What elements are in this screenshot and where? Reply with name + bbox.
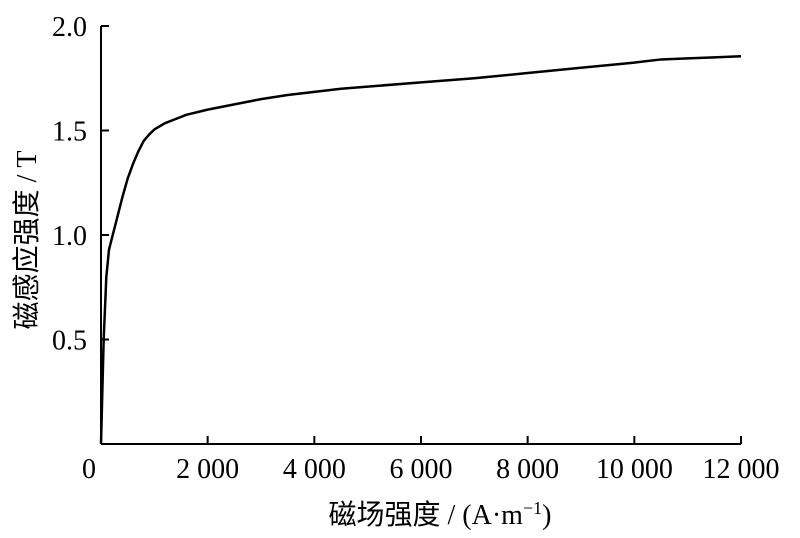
y-tick-label-2: 1.5	[52, 117, 87, 148]
x-axis-title: 磁场强度 / (A·m−1)	[329, 498, 552, 531]
y-axis-ticks: 0.5 1.0 1.5 2.0	[52, 12, 109, 357]
x-axis-title-suffix: )	[542, 500, 551, 531]
x-axis-title-superscript: −1	[523, 498, 542, 518]
x-axis-ticks: 2 000 4 000 6 000 8 000 10 000 12 000	[176, 436, 780, 485]
x-tick-label-3: 8 000	[496, 454, 559, 485]
series-line-0	[99, 55, 742, 445]
x-tick-label-1: 4 000	[283, 454, 346, 485]
y-axis-title: 磁感应强度 / T	[11, 151, 43, 330]
origin-label: 0	[82, 454, 96, 485]
y-tick-label-0: 0.5	[52, 326, 87, 357]
x-tick-label-5: 12 000	[703, 454, 780, 485]
plot-area	[99, 26, 742, 445]
x-axis-title-main: 磁场强度 / (A·m	[329, 499, 524, 531]
x-tick-label-4: 10 000	[596, 454, 673, 485]
x-tick-label-0: 2 000	[176, 454, 239, 485]
y-tick-label-3: 2.0	[52, 12, 87, 43]
y-tick-label-1: 1.0	[52, 221, 87, 252]
x-tick-label-2: 6 000	[390, 454, 453, 485]
